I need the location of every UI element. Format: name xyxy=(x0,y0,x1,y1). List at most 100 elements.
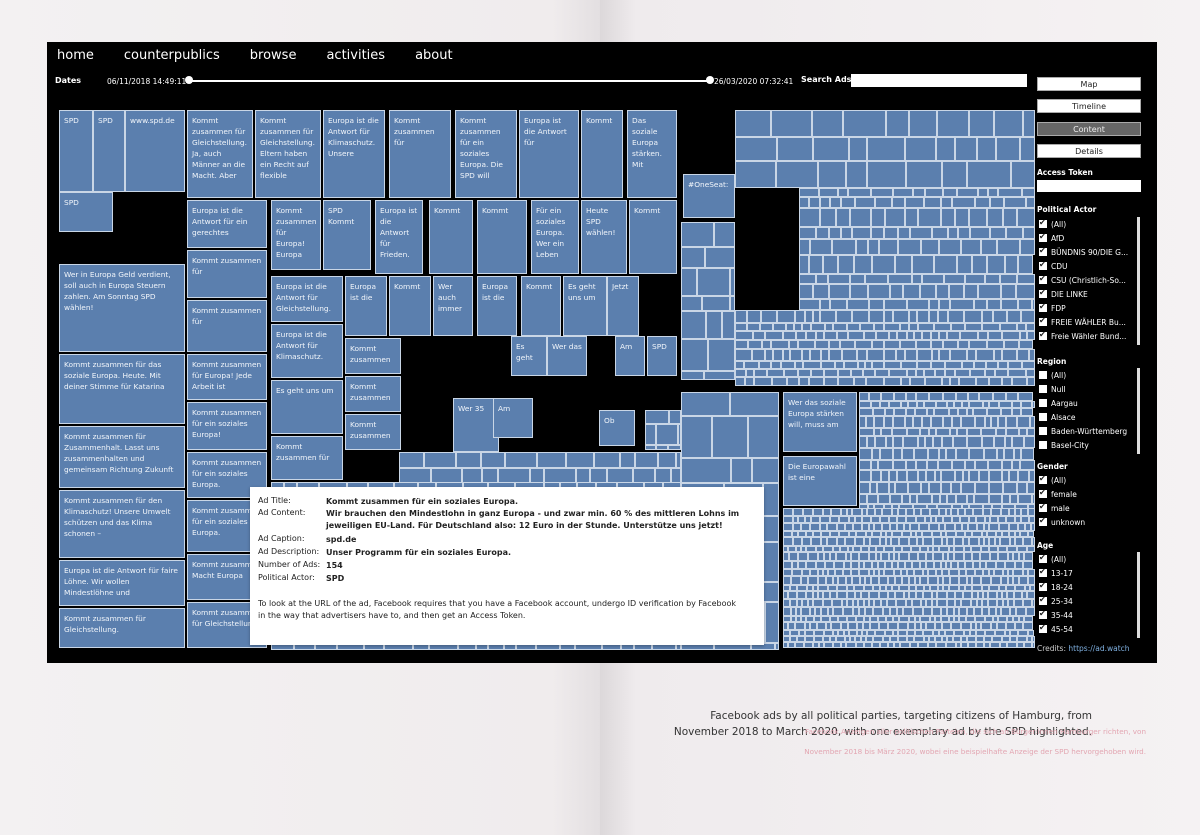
ad-tile[interactable] xyxy=(1007,310,1021,323)
ad-tile[interactable] xyxy=(836,636,845,642)
ad-tile[interactable] xyxy=(969,340,987,349)
checkbox[interactable] xyxy=(1039,427,1047,435)
ad-tile[interactable]: Europa ist die Antwort für Klimaschutz. … xyxy=(323,110,385,198)
ad-tile[interactable] xyxy=(771,340,789,349)
ad-tile[interactable] xyxy=(566,452,594,468)
ad-tile[interactable] xyxy=(1007,591,1014,599)
ad-tile[interactable] xyxy=(894,552,899,561)
ad-tile[interactable] xyxy=(855,516,862,523)
ad-tile[interactable] xyxy=(841,197,855,208)
ad-tile[interactable] xyxy=(924,636,929,642)
ad-tile[interactable] xyxy=(861,636,866,642)
ad-tile[interactable] xyxy=(828,274,850,284)
ad-tile[interactable] xyxy=(857,349,867,361)
ad-tile[interactable] xyxy=(765,602,779,643)
ad-tile[interactable] xyxy=(1009,470,1018,482)
ad-tile[interactable] xyxy=(855,636,861,642)
ad-tile[interactable]: Kommt zusammen für Europa! Europa xyxy=(271,200,321,270)
ad-tile[interactable] xyxy=(1020,460,1035,470)
ad-tile[interactable]: Kommt zusammen für Zusammenhalt. Lasst u… xyxy=(59,426,185,488)
ad-tile[interactable] xyxy=(797,599,802,607)
ad-tile[interactable] xyxy=(950,576,959,585)
ad-tile[interactable] xyxy=(775,643,779,650)
ad-tile[interactable] xyxy=(843,607,853,616)
ad-tile[interactable] xyxy=(866,531,872,537)
ad-tile[interactable] xyxy=(871,470,881,482)
ad-tile[interactable] xyxy=(998,188,1022,197)
ad-tile[interactable] xyxy=(681,311,706,339)
ad-tile[interactable] xyxy=(990,227,1006,239)
ad-tile[interactable] xyxy=(906,599,912,607)
ad-tile[interactable] xyxy=(793,516,798,523)
political-actor-option[interactable]: FREIE WÄHLER Bu... xyxy=(1039,315,1137,329)
ad-tile[interactable] xyxy=(893,188,913,197)
ad-tile[interactable] xyxy=(859,401,871,408)
ad-tile[interactable] xyxy=(898,508,906,516)
ad-tile[interactable]: Kommt zusammen für Gleichstellung. xyxy=(59,608,185,648)
ad-tile[interactable] xyxy=(777,310,795,323)
ad-tile[interactable] xyxy=(942,377,950,386)
ad-tile[interactable] xyxy=(914,569,923,576)
ad-tile[interactable] xyxy=(962,523,968,531)
ad-tile[interactable] xyxy=(823,636,830,642)
age-option[interactable]: 13-17 xyxy=(1039,566,1137,580)
ad-tile[interactable] xyxy=(645,424,656,445)
ad-tile[interactable] xyxy=(869,546,876,552)
ad-tile[interactable] xyxy=(965,323,982,331)
ad-tile[interactable] xyxy=(884,546,894,552)
ad-tile[interactable] xyxy=(998,616,1007,622)
political-actor-option[interactable]: (All) xyxy=(1039,217,1137,231)
ad-tile[interactable] xyxy=(1007,642,1017,648)
ad-tile[interactable] xyxy=(809,377,824,386)
ad-tile[interactable] xyxy=(906,460,916,470)
ad-tile[interactable] xyxy=(949,569,959,576)
ad-tile[interactable] xyxy=(934,561,941,569)
ad-tile[interactable] xyxy=(909,537,917,546)
checkbox[interactable] xyxy=(1039,567,1047,577)
ad-tile[interactable] xyxy=(902,576,909,585)
ad-tile[interactable] xyxy=(939,331,947,340)
ad-tile[interactable] xyxy=(979,537,984,546)
ad-tile[interactable] xyxy=(1000,323,1017,331)
ad-tile[interactable] xyxy=(969,470,979,482)
ad-tile[interactable] xyxy=(635,452,658,468)
ad-tile[interactable] xyxy=(888,642,894,648)
ad-tile[interactable] xyxy=(918,552,926,561)
ad-tile[interactable] xyxy=(985,630,995,636)
ad-tile[interactable] xyxy=(930,508,939,516)
ad-tile[interactable] xyxy=(916,516,925,523)
ad-tile[interactable] xyxy=(1009,508,1015,516)
ad-tile[interactable] xyxy=(839,531,849,537)
ad-tile[interactable] xyxy=(877,482,889,494)
ad-tile[interactable] xyxy=(865,607,873,616)
ad-tile[interactable]: Wer auch immer xyxy=(433,276,473,336)
ad-tile[interactable] xyxy=(620,452,635,468)
nav-counterpublics[interactable]: counterpublics xyxy=(123,48,220,63)
ad-tile[interactable] xyxy=(859,428,874,436)
ad-tile[interactable] xyxy=(826,622,831,630)
ad-tile[interactable] xyxy=(918,208,941,227)
ad-tile[interactable] xyxy=(893,460,906,470)
ad-tile[interactable] xyxy=(1003,482,1017,494)
ad-tile[interactable]: Ob xyxy=(599,410,635,446)
ad-tile[interactable] xyxy=(931,416,943,428)
ad-tile[interactable] xyxy=(1032,299,1035,310)
ad-tile[interactable]: Es geht uns um xyxy=(563,276,607,336)
ad-tile[interactable] xyxy=(801,576,808,585)
ad-tile[interactable] xyxy=(977,137,996,161)
ad-tile[interactable] xyxy=(1019,428,1027,436)
ad-tile[interactable] xyxy=(1003,569,1008,576)
ad-tile[interactable] xyxy=(771,110,812,137)
ad-tile[interactable] xyxy=(938,585,943,591)
map-view-button[interactable]: Map xyxy=(1037,77,1141,91)
ad-tile[interactable] xyxy=(805,636,814,642)
ad-tile[interactable] xyxy=(904,591,909,599)
ad-tile[interactable] xyxy=(714,222,735,247)
ad-tile[interactable] xyxy=(917,361,931,369)
ad-tile[interactable] xyxy=(814,616,821,622)
ad-tile[interactable] xyxy=(949,408,958,416)
ad-tile[interactable] xyxy=(967,349,976,361)
ad-tile[interactable] xyxy=(818,585,828,591)
ad-tile[interactable] xyxy=(989,494,1002,504)
ad-tile[interactable] xyxy=(820,208,836,227)
